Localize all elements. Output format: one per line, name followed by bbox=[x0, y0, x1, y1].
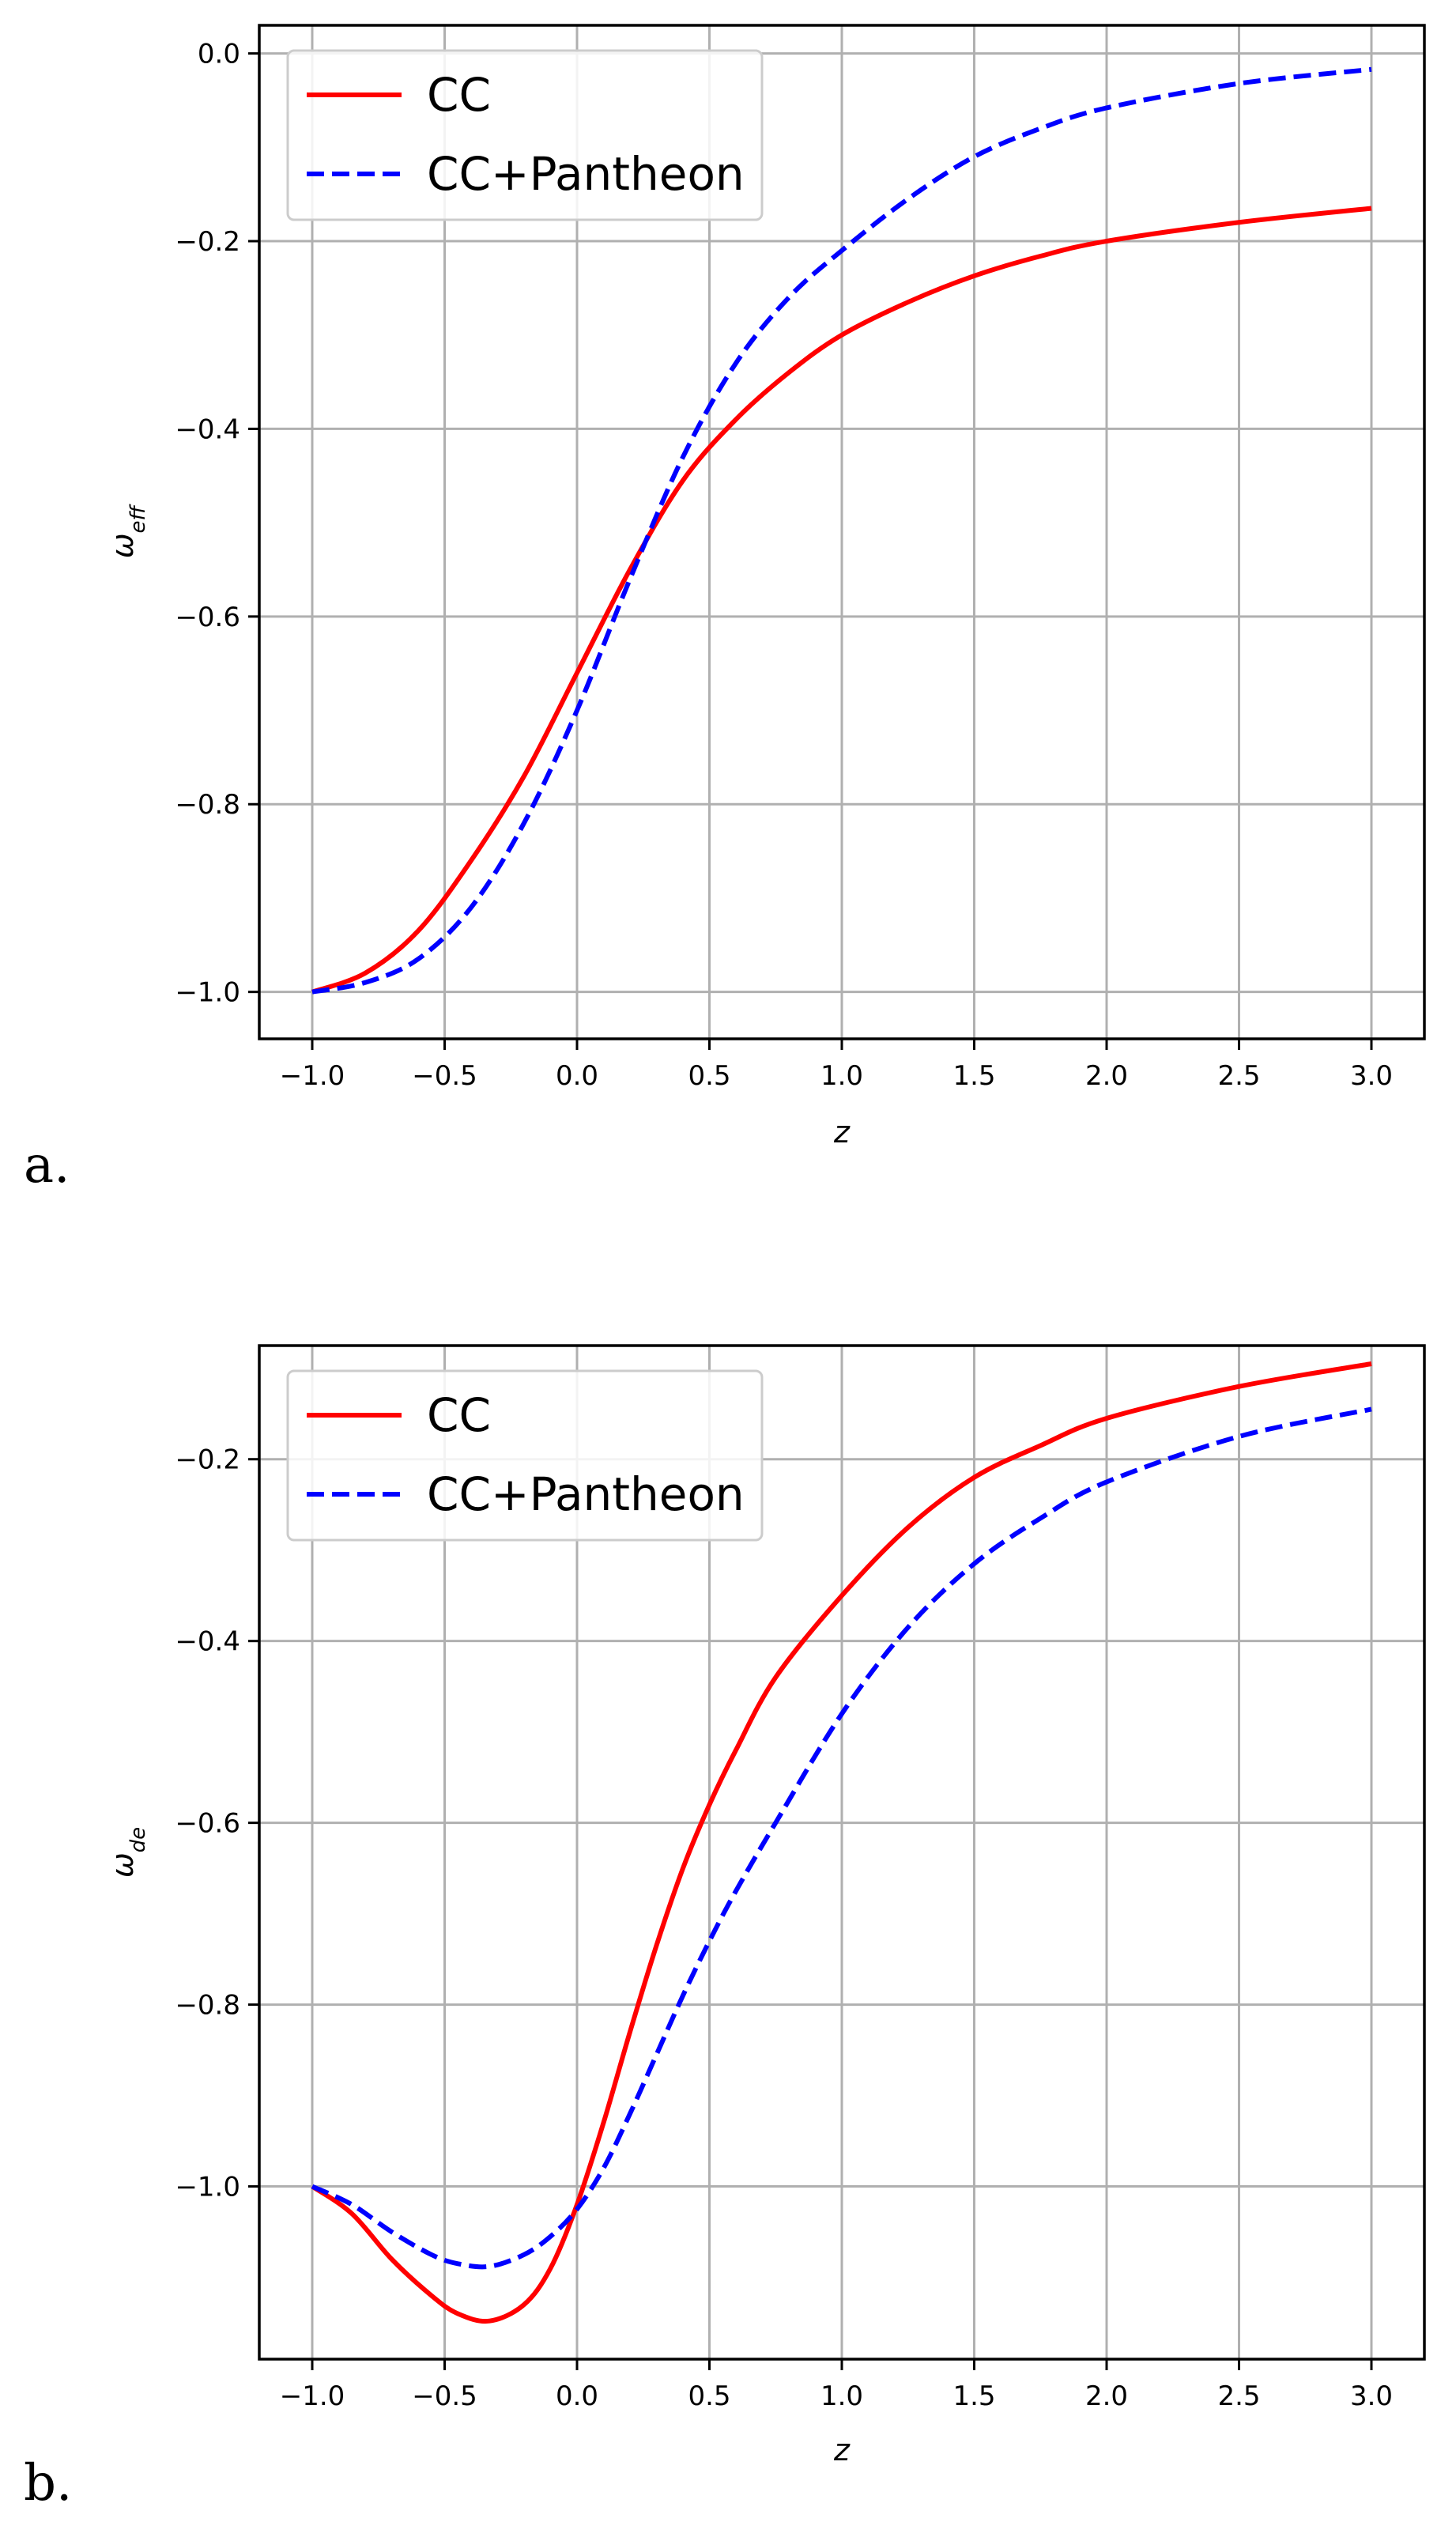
y-tick-label: −0.4 bbox=[175, 413, 240, 445]
y-tick-label: −0.8 bbox=[175, 1990, 240, 2022]
x-tick-label: −1.0 bbox=[280, 1060, 345, 1092]
y-axis-title: ωde bbox=[105, 1827, 150, 1878]
x-tick-label: 1.5 bbox=[952, 2380, 995, 2412]
y-tick-label: −0.8 bbox=[175, 789, 240, 821]
y-tick-label: −0.2 bbox=[175, 1444, 240, 1476]
x-axis-title: z bbox=[833, 2433, 851, 2467]
series-line-cc bbox=[311, 206, 1372, 995]
x-tick-label: 3.0 bbox=[1350, 1060, 1393, 1092]
legend-label-cc-pantheon: CC+Pantheon bbox=[427, 1467, 745, 1521]
x-tick-label: 0.5 bbox=[688, 1060, 730, 1092]
series-line-cc-pantheon bbox=[311, 1406, 1372, 2270]
x-tick-label: 2.0 bbox=[1085, 2380, 1128, 2412]
x-tick-label: −1.0 bbox=[280, 2380, 345, 2412]
legend-label-cc-pantheon: CC+Pantheon bbox=[427, 147, 745, 201]
x-axis-title: z bbox=[833, 1115, 851, 1150]
x-tick-label: 1.0 bbox=[820, 2380, 863, 2412]
legend-box bbox=[286, 49, 764, 221]
x-tick-label: 1.0 bbox=[820, 1060, 863, 1092]
panel-letter: b. bbox=[24, 2454, 72, 2513]
x-tick-label: 2.5 bbox=[1217, 2380, 1260, 2412]
y-tick-label: 0.0 bbox=[198, 39, 240, 70]
x-tick-label: −0.5 bbox=[412, 2380, 477, 2412]
x-tick-label: 3.0 bbox=[1350, 2380, 1393, 2412]
x-tick-label: 0.0 bbox=[556, 1060, 598, 1092]
y-axis-title-symbol: ω bbox=[105, 533, 140, 558]
y-tick-label: −0.6 bbox=[175, 1808, 240, 1840]
y-tick-label: −0.2 bbox=[175, 226, 240, 258]
x-tick-label: 0.5 bbox=[688, 2380, 730, 2412]
y-axis-title-subscript: eff bbox=[126, 503, 150, 533]
legend-label-cc: CC bbox=[427, 68, 491, 122]
y-axis-title-symbol: ω bbox=[105, 1852, 140, 1878]
panel-b: −1.0 −0.5 0.0 0.5 1.0 1.5 2.0 2.5 3.0 −1.0 −0.8 −0.… bbox=[24, 1344, 1426, 2513]
legend-box bbox=[286, 1369, 764, 1542]
x-tick-label: 2.0 bbox=[1085, 1060, 1128, 1092]
legend-label-cc: CC bbox=[427, 1388, 491, 1442]
y-tick-label: −0.6 bbox=[175, 602, 240, 633]
panel-a: −1.0 −0.5 0.0 0.5 1.0 1.5 2.0 2.5 3.0 −1.0 −0.8 −0.… bbox=[24, 24, 1426, 1195]
panel-letter: a. bbox=[24, 1136, 70, 1195]
y-tick-label: −1.0 bbox=[175, 977, 240, 1009]
series-line-cc-pantheon bbox=[311, 66, 1372, 995]
x-tick-label: 0.0 bbox=[556, 2380, 598, 2412]
y-axis-title-subscript: de bbox=[126, 1827, 150, 1853]
y-axis-title: ωeff bbox=[105, 503, 150, 558]
x-tick-label: 2.5 bbox=[1217, 1060, 1260, 1092]
x-tick-label: −0.5 bbox=[412, 1060, 477, 1092]
y-tick-label: −1.0 bbox=[175, 2172, 240, 2203]
y-tick-label: −0.4 bbox=[175, 1626, 240, 1658]
series-line-cc bbox=[311, 1361, 1372, 2324]
x-tick-label: 1.5 bbox=[952, 1060, 995, 1092]
